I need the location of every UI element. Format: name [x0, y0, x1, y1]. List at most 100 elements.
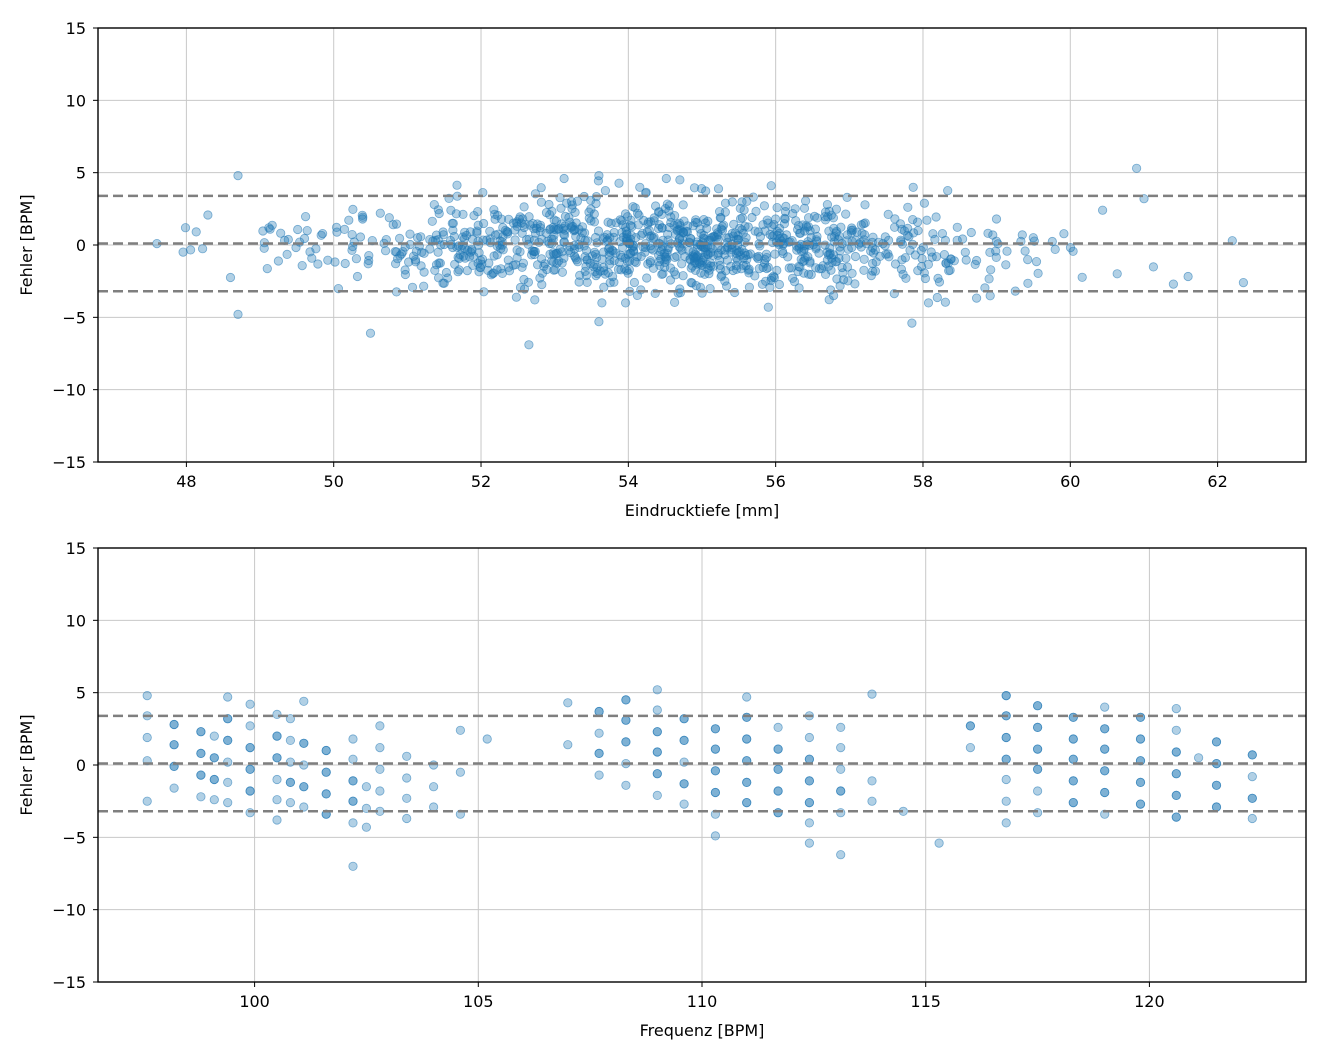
data-point — [594, 748, 604, 759]
data-point — [1033, 786, 1043, 796]
data-point — [669, 267, 679, 277]
data-point — [559, 230, 570, 240]
data-point — [597, 298, 607, 308]
data-point — [330, 257, 340, 267]
data-point — [679, 779, 689, 789]
data-point — [1247, 771, 1257, 782]
data-point — [594, 171, 604, 181]
data-point — [835, 246, 845, 256]
data-point — [755, 232, 766, 242]
data-point — [822, 200, 833, 210]
data-point — [209, 753, 219, 763]
data-point — [621, 695, 631, 705]
data-point — [1068, 776, 1078, 786]
data-point — [223, 692, 233, 702]
data-point — [623, 268, 633, 278]
data-point — [1033, 268, 1043, 278]
data-point — [293, 224, 303, 235]
data-point — [503, 214, 514, 224]
data-point — [1211, 780, 1222, 790]
data-point — [792, 224, 803, 235]
data-point — [984, 274, 994, 284]
data-point — [245, 786, 255, 796]
x-tick-label: 50 — [324, 472, 344, 491]
data-point — [986, 265, 996, 275]
data-point — [454, 265, 464, 275]
data-point — [762, 263, 772, 274]
data-point — [428, 782, 439, 792]
data-point — [793, 266, 803, 277]
data-point — [831, 204, 842, 214]
data-point — [566, 197, 577, 207]
data-point — [1001, 754, 1011, 764]
data-point — [1100, 744, 1110, 754]
data-point — [313, 259, 323, 269]
data-point — [550, 265, 560, 275]
data-point — [692, 259, 702, 269]
data-point — [259, 243, 269, 253]
data-point — [557, 267, 568, 277]
data-point — [867, 796, 877, 806]
data-point — [518, 258, 529, 268]
data-point — [916, 245, 926, 256]
data-point — [1028, 233, 1038, 243]
data-point — [940, 297, 951, 307]
data-point — [881, 249, 891, 259]
data-point — [635, 182, 645, 192]
data-point — [669, 297, 680, 307]
data-point — [276, 228, 286, 238]
data-point — [402, 773, 412, 783]
data-point — [556, 203, 566, 213]
data-point — [458, 209, 468, 219]
data-point — [1033, 744, 1043, 754]
data-point — [1148, 262, 1159, 272]
x-tick-label: 58 — [913, 472, 933, 491]
data-point — [391, 219, 402, 229]
data-point — [945, 265, 955, 275]
x-tick-label: 62 — [1207, 472, 1227, 491]
data-point — [672, 251, 682, 261]
data-point — [577, 222, 588, 232]
data-point — [883, 209, 893, 219]
data-point — [621, 780, 631, 790]
data-point — [766, 181, 776, 191]
data-point — [1077, 272, 1087, 282]
data-point — [416, 232, 426, 242]
data-point — [642, 273, 652, 283]
data-point — [272, 795, 282, 805]
data-point — [805, 226, 815, 236]
data-point — [960, 247, 970, 257]
data-point — [715, 213, 725, 223]
data-point — [245, 721, 255, 731]
data-point — [321, 767, 331, 777]
data-point — [186, 245, 196, 255]
data-point — [629, 277, 640, 288]
data-point — [467, 246, 477, 256]
data-point — [710, 744, 721, 754]
data-point — [245, 742, 255, 753]
data-point — [403, 257, 414, 267]
data-point — [536, 183, 546, 193]
data-point — [142, 732, 152, 743]
data-point — [937, 229, 948, 239]
data-point — [365, 328, 376, 338]
data-point — [1020, 246, 1030, 256]
data-point — [985, 291, 995, 301]
data-point — [738, 253, 749, 263]
data-point — [1171, 812, 1181, 822]
data-point — [575, 270, 585, 280]
reference-lines — [98, 194, 1306, 293]
data-point — [773, 786, 783, 796]
data-point — [652, 790, 662, 801]
data-point — [591, 198, 601, 209]
x-tick-label: 110 — [687, 992, 718, 1011]
data-point — [828, 213, 839, 223]
data-point — [321, 745, 331, 756]
data-point — [225, 272, 236, 283]
data-point — [841, 253, 851, 263]
data-point — [812, 231, 822, 242]
data-point — [272, 731, 282, 741]
data-point — [203, 210, 213, 220]
data-point — [517, 228, 527, 238]
y-tick-label: 15 — [66, 19, 86, 38]
